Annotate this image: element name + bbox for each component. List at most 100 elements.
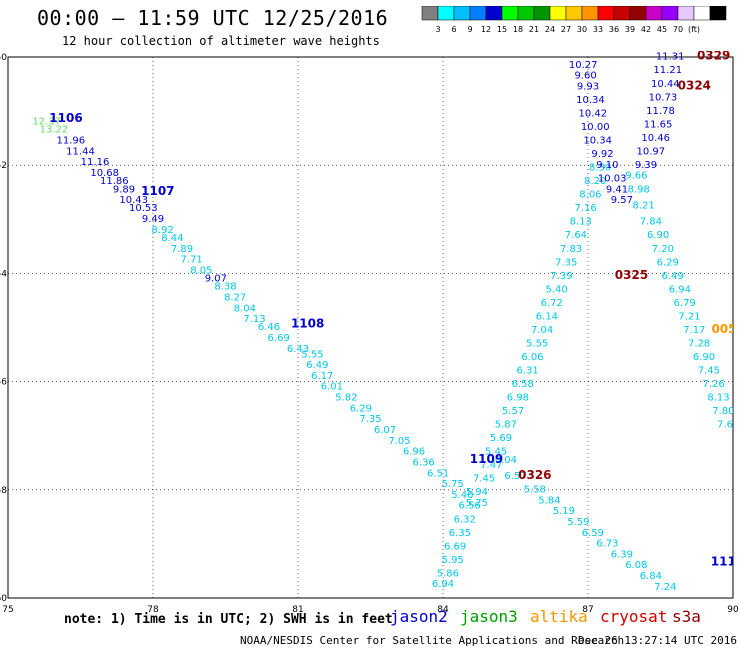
swh-value-label: 7.20 <box>652 244 674 255</box>
pass-label: 1108 <box>291 317 324 331</box>
swh-value-label: 5.57 <box>502 406 524 417</box>
swh-value-label: 6.90 <box>693 352 715 363</box>
swh-value-label: 5.59 <box>567 517 589 528</box>
swh-value-label: 6.56 <box>458 501 480 512</box>
swh-value-label: 10.43 <box>119 195 148 206</box>
swh-value-label: 13.22 <box>40 125 69 136</box>
swh-value-label: 6.29 <box>350 403 372 414</box>
chart-title: 00:00 – 11:59 UTC 12/25/2016 <box>37 6 389 30</box>
swh-value-label: 6.96 <box>403 447 425 458</box>
colorbar-label: 42 <box>641 25 651 34</box>
y-tick-label: -58 <box>0 486 7 496</box>
swh-value-label: 6.49 <box>661 271 683 282</box>
x-tick-label: 78 <box>147 605 159 615</box>
swh-value-label: 6.08 <box>625 560 647 571</box>
swh-value-label: 11.44 <box>66 146 95 157</box>
swh-value-label: 6.46 <box>258 322 280 333</box>
swh-value-label: 9.10 <box>596 160 618 171</box>
pass-label: 0325 <box>615 268 648 282</box>
colorbar-label: 70 <box>673 25 683 34</box>
swh-value-label: 5.84 <box>538 495 560 506</box>
pass-label: 0329 <box>697 49 730 63</box>
swh-value-label: 5.87 <box>495 420 517 431</box>
colorbar-label: 6 <box>451 25 456 34</box>
colorbar-label: 36 <box>609 25 619 34</box>
swh-value-label: 11.31 <box>656 52 685 63</box>
swh-value-label: 8.38 <box>214 282 236 293</box>
pass-label: 1109 <box>470 452 503 466</box>
swh-value-label: 7.35 <box>359 414 381 425</box>
swh-value-label: 10.68 <box>90 168 119 179</box>
swh-value-label: 8.27 <box>224 292 246 303</box>
x-tick-label: 75 <box>2 605 13 615</box>
swh-value-label: 9.07 <box>205 274 227 285</box>
swh-value-label: 6.35 <box>449 528 471 539</box>
swh-value-label: 7.35 <box>555 257 577 268</box>
colorbar-label: 27 <box>561 25 571 34</box>
swh-value-label: 9.39 <box>635 160 657 171</box>
swh-value-label: 10.27 <box>569 60 598 71</box>
swh-value-label: 10.46 <box>641 133 670 144</box>
chart-subtitle: 12 hour collection of altimeter wave hei… <box>62 34 380 48</box>
swh-value-label: 8.98 <box>628 184 650 195</box>
pass-label: 111 <box>711 555 736 569</box>
swh-value-label: 10.97 <box>637 146 666 157</box>
swh-value-label: 9.89 <box>113 184 135 195</box>
swh-value-label: 5.40 <box>545 284 567 295</box>
swh-value-label: 7.17 <box>683 325 705 336</box>
swh-value-label: 6.32 <box>454 514 476 525</box>
swh-value-label: 7.47 <box>480 460 502 471</box>
swh-value-label: 10.73 <box>649 92 678 103</box>
swh-value-label: 6.90 <box>647 230 669 241</box>
swh-value-label: 9.92 <box>591 149 613 160</box>
legend-jason2: jason2 <box>390 607 448 626</box>
swh-value-label: 5.75 <box>466 498 488 509</box>
colorbar-label: 24 <box>545 25 555 34</box>
swh-value-label: 7.45 <box>698 365 720 376</box>
swh-value-label: 7.05 <box>388 436 410 447</box>
swh-value-label: 7.28 <box>688 338 710 349</box>
swh-value-label: 8.13 <box>570 217 592 228</box>
swh-value-label: 12.37 <box>32 117 61 128</box>
swh-value-label: 9.60 <box>574 71 596 82</box>
swh-value-label: 6.72 <box>541 298 563 309</box>
swh-value-label: 6.36 <box>413 457 435 468</box>
swh-value-label: 5.75 <box>442 479 464 490</box>
colorbar: 3 6 9 12 15 18 21 24 27 30 33 36 39 42 45 70 (ft) <box>421 6 727 34</box>
swh-value-label: 6.79 <box>674 298 696 309</box>
swh-value-label: 9.49 <box>142 214 164 225</box>
swh-value-label: 11.65 <box>644 119 673 130</box>
colorbar-swatch <box>709 6 727 21</box>
pass-label: 1106 <box>49 111 82 125</box>
swh-value-label: 9.41 <box>606 184 628 195</box>
colorbar-label: 39 <box>625 25 635 34</box>
swh-value-label: 10.42 <box>579 109 608 120</box>
swh-value-label: 10.03 <box>598 173 627 184</box>
x-tick-label: 84 <box>437 605 449 615</box>
colorbar-label: 3 <box>435 25 440 34</box>
timestamp-text: Dec 26 13:27:14 UTC 2016 <box>578 634 737 647</box>
colorbar-label: 45 <box>657 25 667 34</box>
swh-value-label: 7.13 <box>243 314 265 325</box>
swh-value-label: 5.40 <box>451 490 473 501</box>
swh-value-label: 10.34 <box>576 95 605 106</box>
pass-label: 1107 <box>141 184 174 198</box>
swh-value-label: 8.92 <box>152 225 174 236</box>
swh-value-label: 8.13 <box>707 393 729 404</box>
swh-value-label: 5.55 <box>301 349 323 360</box>
swh-value-label: 9.66 <box>625 171 647 182</box>
swh-value-label: 11.96 <box>57 136 86 147</box>
swh-value-label: 7.80 <box>712 406 734 417</box>
swh-value-label: 7.89 <box>171 244 193 255</box>
swh-value-label: 7.45 <box>473 474 495 485</box>
swh-value-label: 6.69 <box>268 333 290 344</box>
swh-value-label: 7.04 <box>531 325 553 336</box>
legend-cryosat: cryosat <box>600 607 668 626</box>
swh-value-label: 5.58 <box>524 485 546 496</box>
swh-value-label: 8.06 <box>579 190 601 201</box>
swh-value-label: 5.95 <box>442 555 464 566</box>
swh-value-label: 6.29 <box>657 257 679 268</box>
swh-value-label: 7.21 <box>678 311 700 322</box>
swh-value-label: 6.14 <box>536 311 558 322</box>
swh-value-label: 6.94 <box>432 579 454 590</box>
